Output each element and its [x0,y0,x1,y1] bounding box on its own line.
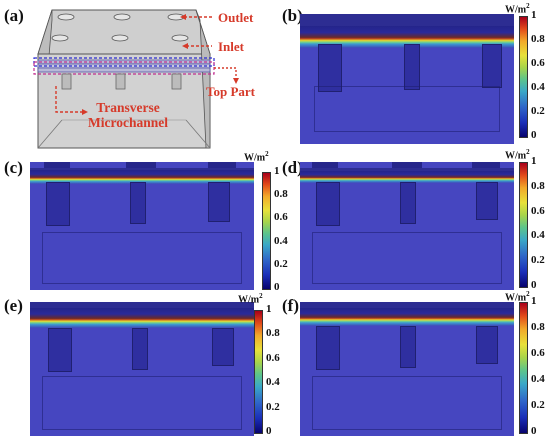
channel-mid-e [132,328,148,370]
colorbar-tick-b: 0.2 [531,105,545,117]
annotation-transverse-line2: Microchannel [88,115,168,130]
colorbar-unit-b: W/m2 [505,2,530,16]
panel-label-b: (b) [282,6,303,25]
panel-label-a: (a) [4,6,24,25]
colorbar-tick-c: 1 [274,165,280,177]
colorbar-tick-d: 0 [531,279,537,291]
heat-flux-map-f [300,302,514,436]
heat-flux-map-e [30,302,254,436]
colorbar-tick-c: 0 [274,281,280,293]
colorbar-tick-f: 0.2 [531,399,545,411]
colorbar-tick-d: 0.2 [531,254,545,267]
colorbar-tick-f: 0.4 [531,373,545,385]
colorbar-tick-b: 0.4 [531,81,545,93]
colorbar-tick-e: 0 [266,425,272,437]
channel-left-f [316,326,340,370]
channel-mid-f [400,326,416,368]
colorbar-tick-b: 1 [531,9,537,21]
channel-mid-b [404,44,420,90]
colorbar-f [519,302,528,434]
annotation-inlet: Inlet [218,39,244,54]
colorbar-tick-e: 0.4 [266,376,280,389]
channel-mid-c [130,182,146,224]
colorbar-tick-f: 0 [531,425,537,437]
channel-right-d [476,182,498,220]
colorbar-tick-e: 0.6 [266,351,280,364]
colorbar-tick-b: 0.6 [531,57,545,69]
heat-flux-map-b [300,14,514,144]
channel-right-c [208,182,230,222]
colorbar-tick-d: 0.4 [531,229,545,242]
heat-flux-map-c [30,162,254,290]
colorbar-tick-b: 0.8 [531,33,545,45]
colorbar-tick-e: 0.2 [266,400,280,413]
colorbar-tick-e: 1 [266,303,272,315]
transverse-microchannels [61,73,182,90]
colorbar-tick-b: 0 [531,129,537,141]
colorbar-tick-d: 0.8 [531,179,545,192]
channel-right-e [212,328,234,366]
colorbar-tick-c: 0.8 [274,188,288,201]
channel-left-e [48,328,72,372]
colorbar-tick-c: 0.2 [274,257,288,270]
microchannel-schematic [33,9,239,149]
annotation-transverse-microchannel: Transverse Microchannel [88,100,168,130]
colorbar-c [262,172,271,290]
annotation-outlet: Outlet [218,10,254,25]
channel-left-b [318,44,342,92]
colorbar-tick-c: 0.6 [274,211,288,224]
colorbar-unit-f: W/m2 [505,290,530,304]
colorbar-tick-f: 0.6 [531,347,545,359]
colorbar-tick-c: 0.4 [274,234,288,247]
heat-flux-map-d [300,162,514,290]
annotation-top-part: Top Part [206,84,255,99]
channel-right-b [482,44,502,88]
channel-right-f [476,326,498,364]
annotation-transverse-line1: Transverse [96,100,160,115]
panel-label-f: (f) [282,296,299,315]
colorbar-tick-e: 0.8 [266,327,280,340]
panel-label-d: (d) [282,158,303,177]
channel-left-c [46,182,70,226]
channel-mid-d [400,182,416,224]
colorbar-tick-f: 0.8 [531,321,545,333]
channel-left-d [316,182,340,226]
colorbar-b [519,16,528,138]
colorbar-tick-f: 1 [531,295,537,307]
panel-label-c: (c) [4,158,23,177]
outlet-ports [51,13,189,42]
colorbar-tick-d: 0.6 [531,204,545,217]
colorbar-unit-d: W/m2 [505,148,530,162]
colorbar-d [519,162,528,288]
colorbar-tick-d: 1 [531,155,537,167]
panel-label-e: (e) [4,296,23,315]
arrow-heads [82,14,239,115]
colorbar-e [254,310,263,434]
annotation-arrows [55,16,237,113]
colorbar-unit-e: W/m2 [238,292,263,306]
colorbar-unit-c: W/m2 [244,150,269,164]
